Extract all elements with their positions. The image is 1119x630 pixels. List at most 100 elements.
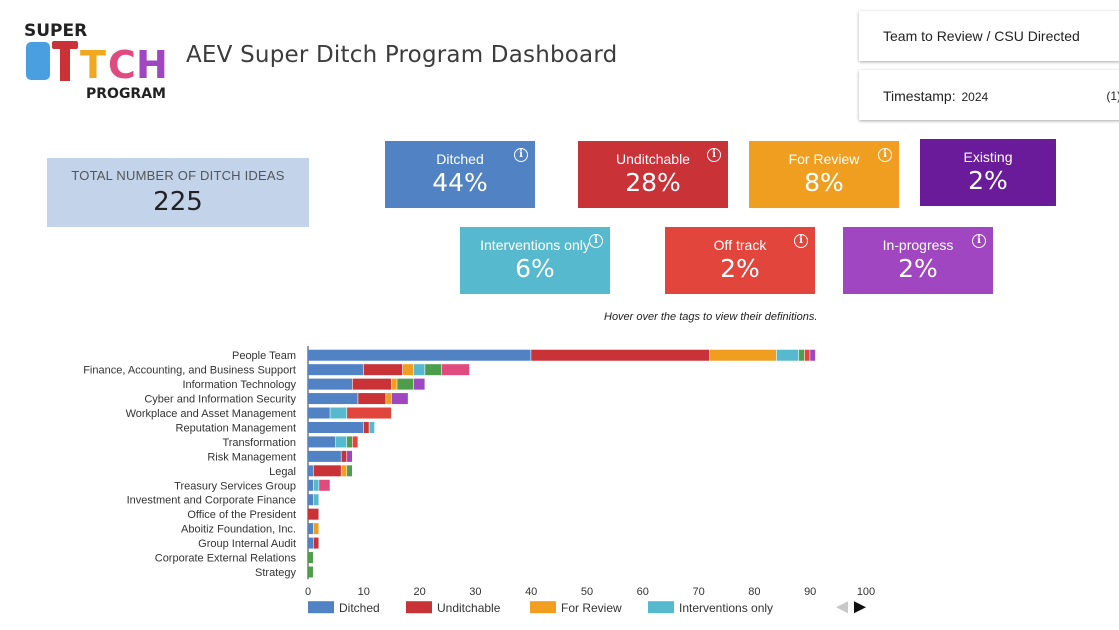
- legend-swatch: [308, 601, 334, 614]
- bar-segment: [308, 436, 336, 448]
- x-tick-label: 10: [358, 586, 370, 598]
- category-label: Cyber and Information Security: [144, 394, 296, 406]
- card-label: Existing: [963, 149, 1013, 165]
- bar-segment: [386, 393, 392, 405]
- bar-segment: [799, 349, 805, 361]
- bar-segment: [308, 407, 330, 419]
- bar-segment: [347, 436, 353, 448]
- bar-segment: [804, 349, 810, 361]
- x-tick-label: 30: [469, 586, 481, 598]
- card-unditchable[interactable]: Unditchable 28% i: [578, 141, 728, 208]
- total-ideas-scorecard: TOTAL NUMBER OF DITCH IDEAS 225: [47, 158, 309, 227]
- bar-segment: [531, 349, 710, 361]
- bar-segment: [308, 537, 313, 549]
- legend-prev-arrow-icon[interactable]: [836, 601, 848, 614]
- bar-segment: [319, 479, 330, 491]
- legend-label: Unditchable: [437, 601, 501, 615]
- total-ideas-value: 225: [153, 187, 203, 217]
- category-label: Finance, Accounting, and Business Suppor…: [83, 365, 296, 377]
- x-tick-label: 80: [748, 586, 760, 598]
- category-label: Strategy: [255, 567, 296, 579]
- card-label: Ditched: [436, 151, 484, 167]
- super-ditch-logo: SUPER T C H PROGRAM: [22, 18, 174, 102]
- card-value: 8%: [804, 168, 844, 197]
- bar-segment: [347, 465, 353, 477]
- bar-segment: [308, 523, 313, 535]
- timestamp-filter-dropdown[interactable]: Timestamp: 2024 (1): [859, 70, 1119, 120]
- info-icon[interactable]: i: [794, 234, 808, 248]
- info-icon[interactable]: i: [514, 148, 528, 162]
- legend-swatch: [648, 601, 674, 614]
- card-off-track[interactable]: Off track 2% i: [665, 227, 815, 294]
- legend-next-arrow-icon[interactable]: [854, 601, 866, 614]
- bar-segment: [358, 393, 386, 405]
- card-label: In-progress: [882, 237, 954, 253]
- card-label: Off track: [713, 237, 767, 253]
- x-tick-label: 100: [857, 586, 875, 598]
- card-value: 2%: [968, 166, 1008, 195]
- bar-segment: [335, 436, 347, 448]
- bar-segment: [308, 494, 313, 506]
- bar-segment: [347, 450, 353, 462]
- bar-segment: [441, 364, 470, 376]
- bar-segment: [347, 407, 392, 419]
- bar-segment: [369, 421, 375, 433]
- card-interventions-only[interactable]: Interventions only 6% i: [460, 227, 610, 294]
- info-icon[interactable]: i: [878, 148, 892, 162]
- bar-segment: [313, 465, 341, 477]
- legend-label: Ditched: [339, 601, 380, 615]
- x-tick-label: 50: [581, 586, 593, 598]
- bar-segment: [313, 479, 319, 491]
- category-label: People Team: [232, 350, 296, 362]
- bar-segment: [308, 364, 364, 376]
- card-value: 2%: [898, 254, 938, 283]
- category-label: Transformation: [222, 437, 296, 449]
- bar-segment: [313, 537, 319, 549]
- bar-segment: [308, 393, 358, 405]
- bar-segment: [425, 364, 442, 376]
- info-icon[interactable]: i: [707, 148, 721, 162]
- legend-label: Interventions only: [679, 601, 773, 615]
- card-in-progress[interactable]: In-progress 2% i: [843, 227, 993, 294]
- logo-letters: T C H: [26, 41, 168, 87]
- card-value: 44%: [432, 168, 488, 197]
- category-label: Reputation Management: [176, 422, 296, 434]
- total-ideas-label: TOTAL NUMBER OF DITCH IDEAS: [71, 168, 285, 183]
- bar-segment: [308, 479, 313, 491]
- bar-segment: [308, 465, 313, 477]
- category-label: Group Internal Audit: [198, 538, 296, 550]
- category-label: Corporate External Relations: [155, 553, 297, 565]
- bar-segment: [308, 450, 341, 462]
- bar-segment: [308, 378, 353, 390]
- x-tick-label: 90: [804, 586, 816, 598]
- bar-segment: [313, 494, 319, 506]
- card-value: 6%: [515, 254, 555, 283]
- info-icon[interactable]: i: [972, 234, 986, 248]
- bar-segment: [341, 465, 347, 477]
- category-label: Workplace and Asset Management: [126, 408, 296, 420]
- card-label: For Review: [788, 151, 860, 167]
- team-filter-label: Team to Review / CSU Directed: [883, 28, 1080, 44]
- bar-segment: [709, 349, 777, 361]
- bar-segment: [391, 393, 408, 405]
- team-filter-dropdown[interactable]: Team to Review / CSU Directed: [859, 11, 1119, 61]
- bar-segment: [308, 349, 531, 361]
- bar-segment: [397, 378, 414, 390]
- x-tick-label: 0: [305, 586, 311, 598]
- page-title: AEV Super Ditch Program Dashboard: [186, 42, 618, 68]
- timestamp-filter-label: Timestamp:: [883, 88, 956, 104]
- chart-svg: People Team Finance, Accounting, and Busi…: [83, 346, 875, 615]
- bar-segment: [776, 349, 799, 361]
- x-tick-label: 60: [637, 586, 649, 598]
- card-for-review[interactable]: For Review 8% i: [749, 141, 899, 208]
- category-label: Risk Management: [207, 451, 296, 463]
- bar-segment: [414, 378, 425, 390]
- category-label: Office of the President: [187, 509, 296, 521]
- bar-segment: [308, 421, 364, 433]
- card-ditched[interactable]: Ditched 44% i: [385, 141, 535, 208]
- card-existing[interactable]: Existing 2%: [920, 139, 1056, 206]
- bar-segment: [810, 349, 816, 361]
- info-icon[interactable]: i: [589, 234, 603, 248]
- stacked-bar-chart: People Team Finance, Accounting, and Busi…: [0, 340, 1119, 625]
- bar-segment: [308, 552, 313, 564]
